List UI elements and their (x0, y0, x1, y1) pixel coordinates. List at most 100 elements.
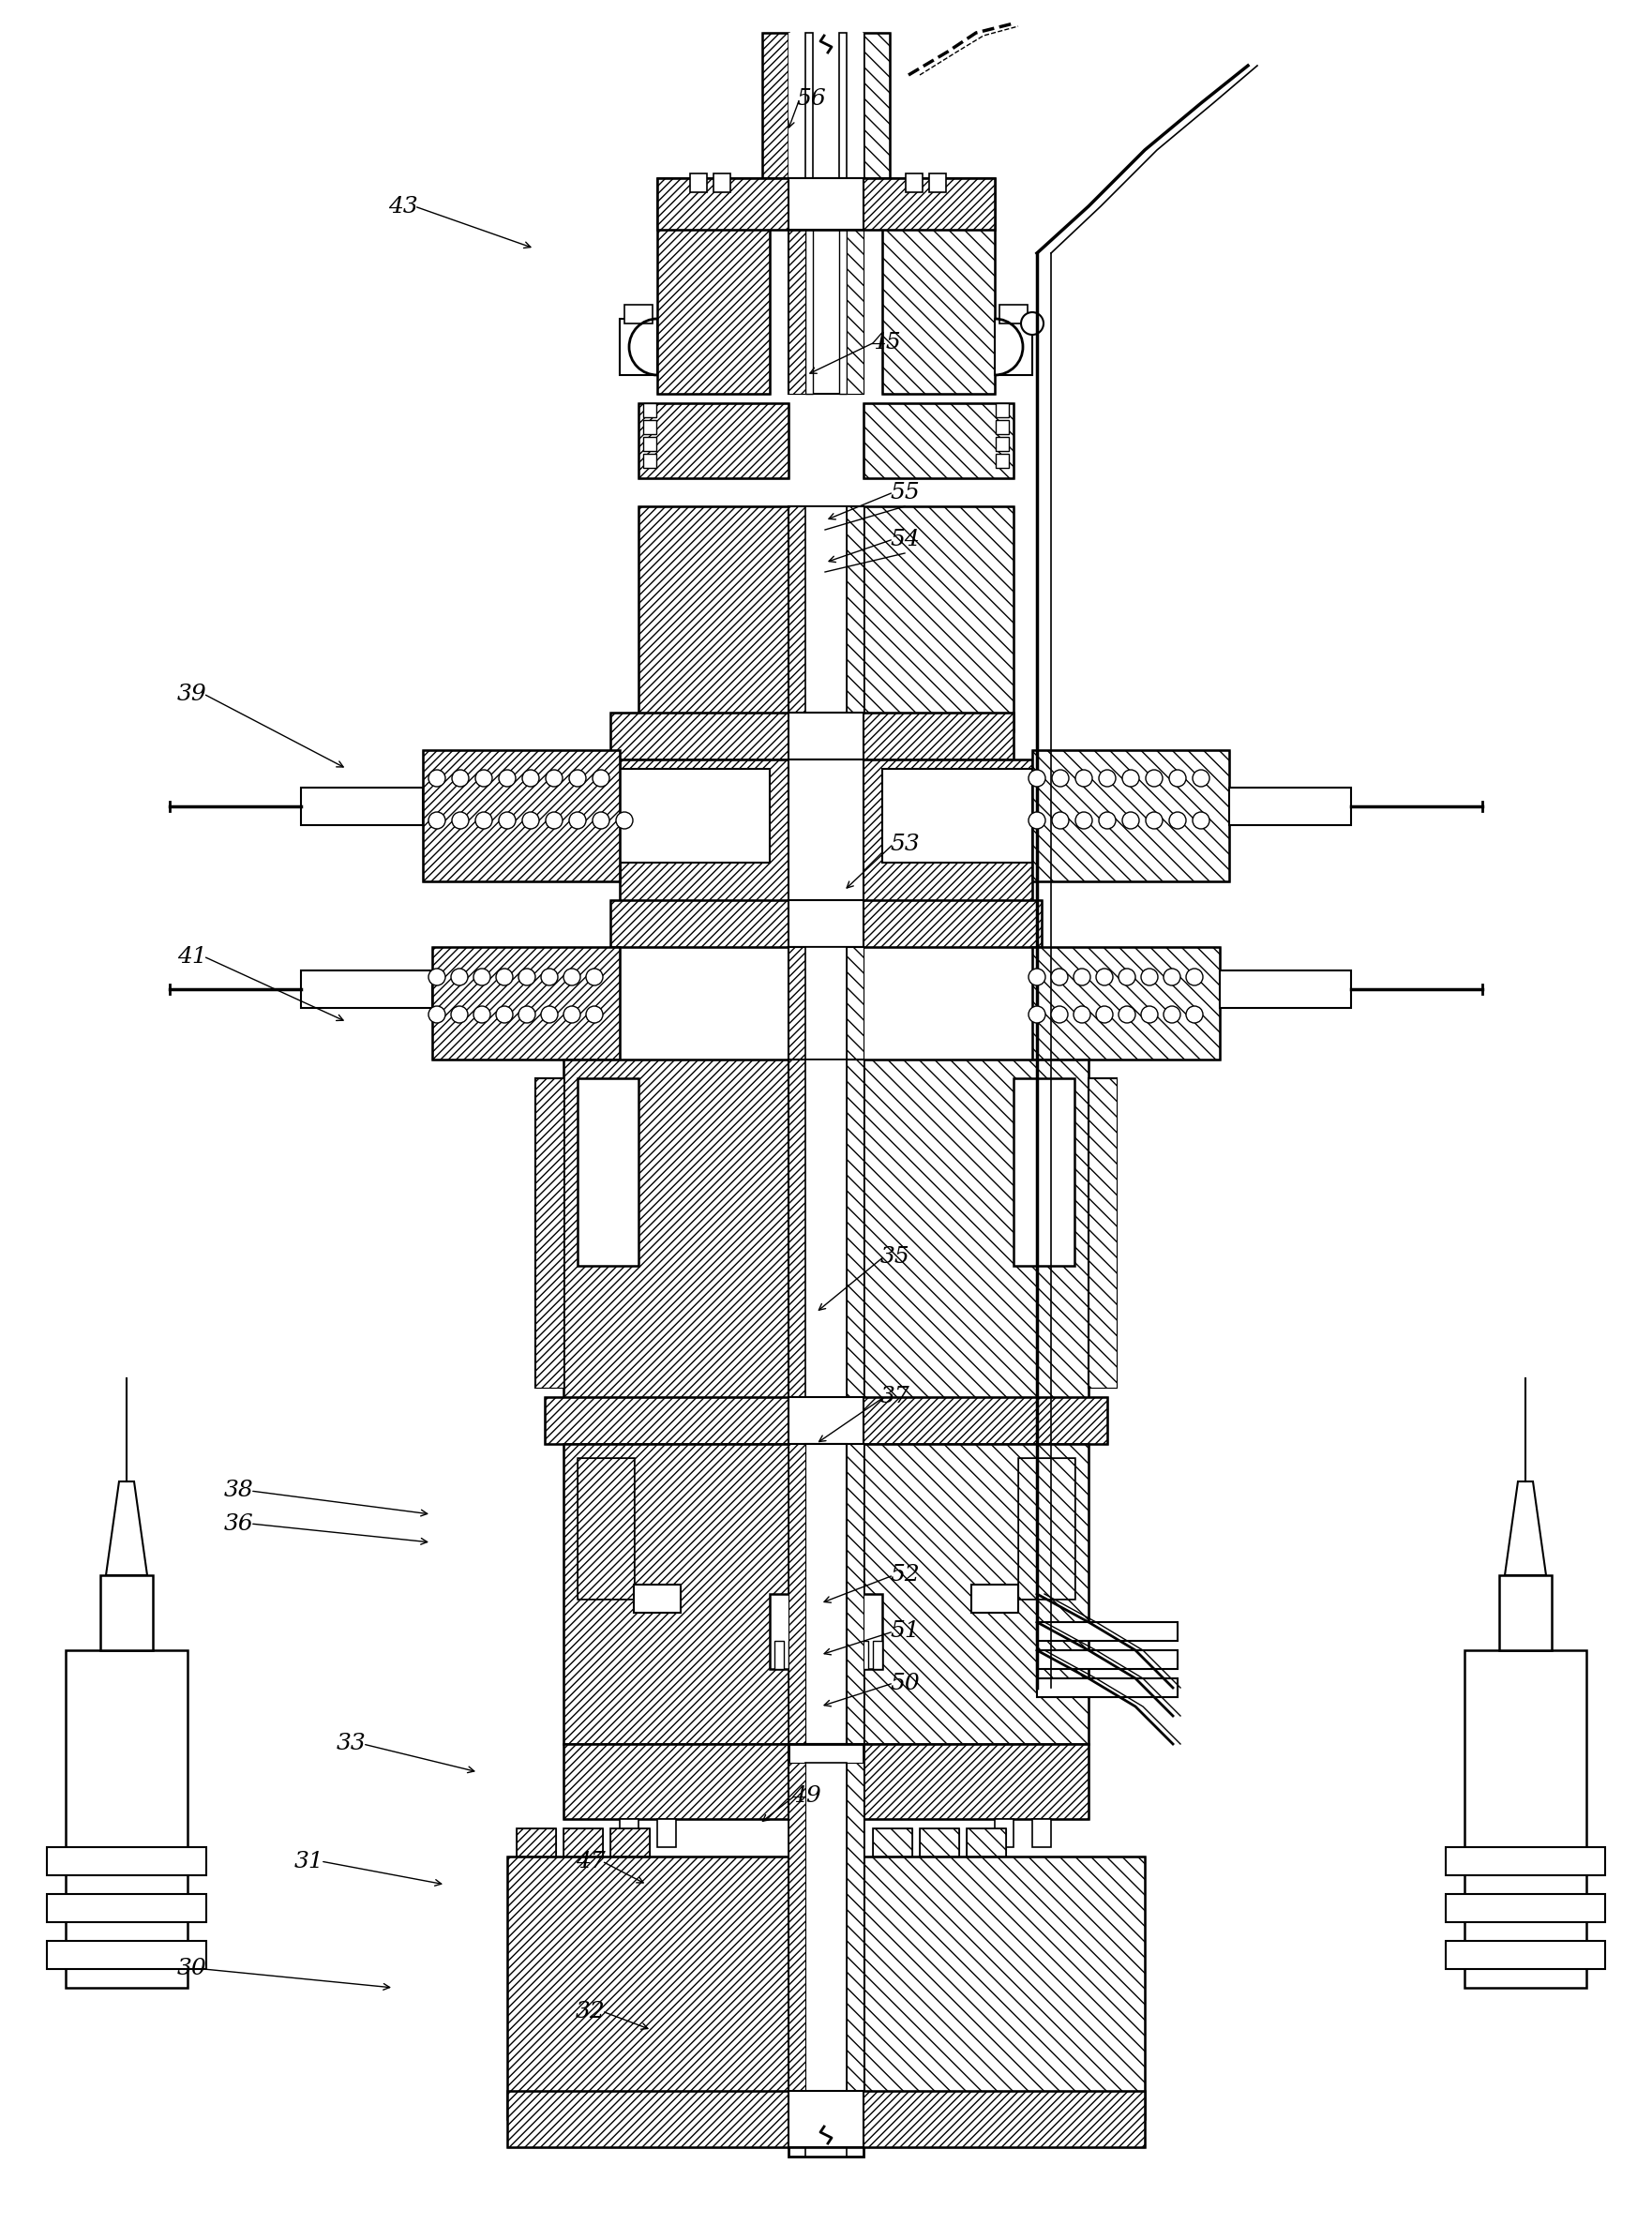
Circle shape (1099, 812, 1115, 830)
Bar (638, 403, 788, 478)
Circle shape (545, 812, 563, 830)
Bar (423, 750, 620, 881)
Text: 39: 39 (177, 683, 206, 705)
Circle shape (499, 770, 515, 788)
Bar (995, 1820, 1014, 1847)
Bar (966, 1829, 1006, 1856)
Circle shape (1029, 1006, 1046, 1023)
Bar (864, 403, 1014, 478)
Circle shape (522, 770, 539, 788)
Circle shape (1142, 968, 1158, 986)
Bar (1032, 750, 1229, 881)
Text: 38: 38 (225, 1480, 254, 1502)
Circle shape (1095, 1006, 1113, 1023)
Bar (620, 1820, 638, 1847)
Circle shape (568, 812, 586, 830)
Bar (788, 1397, 864, 1444)
Bar (882, 178, 995, 394)
Text: 30: 30 (177, 1958, 206, 1980)
Circle shape (1075, 770, 1092, 788)
Bar (839, 33, 846, 178)
Circle shape (1142, 1006, 1158, 1023)
Text: 47: 47 (577, 1851, 606, 1871)
Bar (788, 901, 864, 948)
Bar (101, 1575, 154, 1651)
Bar (872, 1829, 912, 1856)
Bar (578, 1457, 634, 1598)
Circle shape (453, 770, 469, 788)
Bar (620, 759, 1032, 910)
Bar (788, 948, 806, 1059)
Bar (714, 174, 730, 191)
Bar (762, 33, 788, 178)
Bar (620, 318, 657, 376)
Bar (563, 1444, 788, 1744)
Circle shape (428, 812, 446, 830)
Circle shape (1052, 770, 1069, 788)
Circle shape (1099, 770, 1115, 788)
Bar (1446, 1893, 1606, 1922)
Bar (803, 1640, 811, 1669)
Bar (643, 454, 656, 467)
Bar (839, 178, 846, 394)
Circle shape (474, 968, 491, 986)
Circle shape (1029, 770, 1046, 788)
Circle shape (1118, 968, 1135, 986)
Bar (996, 403, 1009, 418)
Bar (563, 1744, 1089, 1820)
Bar (66, 1651, 188, 1987)
Bar (423, 750, 620, 881)
Bar (788, 178, 864, 229)
Circle shape (563, 968, 580, 986)
Bar (788, 178, 864, 394)
Text: 33: 33 (337, 1733, 367, 1756)
Bar (872, 1640, 882, 1669)
Bar (620, 770, 770, 863)
Circle shape (1021, 312, 1044, 334)
Circle shape (1193, 812, 1209, 830)
Bar (864, 1444, 1089, 1744)
Circle shape (586, 968, 603, 986)
Bar (816, 1640, 826, 1669)
Polygon shape (106, 1482, 147, 1575)
Bar (545, 1397, 1107, 1444)
Bar (563, 1829, 603, 1856)
Bar (643, 421, 656, 434)
Bar (1464, 1651, 1586, 1987)
Bar (563, 1059, 788, 1406)
Bar (507, 2092, 1145, 2147)
Circle shape (1170, 770, 1186, 788)
Circle shape (1163, 968, 1181, 986)
Circle shape (1118, 1006, 1135, 1023)
Bar (788, 1762, 806, 2118)
Bar (928, 174, 947, 191)
Bar (1037, 1651, 1178, 1669)
Circle shape (1186, 1006, 1203, 1023)
Bar (1037, 1678, 1178, 1698)
Text: 35: 35 (881, 1246, 910, 1268)
Bar (657, 178, 995, 229)
Bar (1089, 1079, 1117, 1388)
Bar (507, 1856, 788, 2118)
Circle shape (428, 1006, 446, 1023)
Bar (905, 174, 922, 191)
Bar (864, 403, 1014, 478)
Bar (920, 1829, 960, 1856)
Circle shape (593, 812, 610, 830)
Bar (563, 1829, 603, 1856)
Bar (846, 1762, 864, 2118)
Bar (762, 33, 788, 178)
Circle shape (616, 812, 633, 830)
Bar (806, 178, 813, 394)
Bar (301, 788, 423, 825)
Bar (846, 1059, 864, 1406)
Text: 41: 41 (177, 946, 206, 968)
Bar (788, 712, 864, 759)
Text: 56: 56 (796, 87, 826, 109)
Bar (844, 1640, 854, 1669)
Circle shape (1146, 770, 1163, 788)
Bar (846, 1444, 864, 1744)
Bar (657, 178, 995, 229)
Bar (1032, 1820, 1051, 1847)
Bar (971, 1584, 1018, 1613)
